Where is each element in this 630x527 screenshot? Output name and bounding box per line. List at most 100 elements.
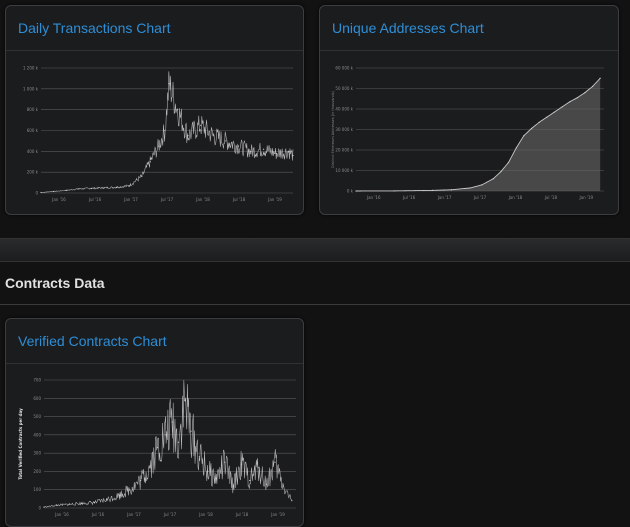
data-point xyxy=(530,127,533,130)
data-point xyxy=(131,487,133,489)
y-tick-label: 600 xyxy=(33,396,41,401)
verified-contracts-panel: Verified Contracts Chart 0 100 200 300 400 50… xyxy=(5,318,304,527)
data-point xyxy=(207,470,209,473)
data-point xyxy=(576,97,578,99)
data-point xyxy=(200,124,202,126)
series-line xyxy=(356,77,601,192)
data-point xyxy=(158,145,160,147)
y-tick-label: 300 xyxy=(33,451,41,456)
data-point xyxy=(148,467,150,469)
verified-contracts-header: Verified Contracts Chart xyxy=(6,319,303,364)
data-point xyxy=(53,190,55,193)
x-tick-label: Jan '16 xyxy=(54,512,69,517)
data-point xyxy=(481,184,483,186)
verified-contracts-chart[interactable]: 0 100 200 300 400 500 600 700 Jan '16 Jul '16 Jan … xyxy=(6,364,303,526)
data-point xyxy=(538,121,540,123)
x-tick-label: Jan '18 xyxy=(198,512,213,517)
x-tick-label: Jul '17 xyxy=(473,195,487,200)
data-point xyxy=(569,101,571,103)
data-point xyxy=(237,145,239,147)
x-tick-label: Jul '18 xyxy=(544,195,558,200)
data-point xyxy=(119,494,121,496)
daily-transactions-title[interactable]: Daily Transactions Chart xyxy=(18,20,171,36)
data-point xyxy=(176,109,179,111)
data-point xyxy=(393,190,395,192)
x-tick-label: Jan '16 xyxy=(366,195,381,200)
y-tick-label: 10 000 k xyxy=(335,168,353,173)
x-tick-label: Jan '19 xyxy=(270,512,285,517)
data-point xyxy=(469,187,472,189)
x-tick-label: Jan '19 xyxy=(267,197,282,202)
data-point xyxy=(190,430,192,432)
x-tick-label: Jan '18 xyxy=(508,195,523,200)
x-tick-label: Jul '17 xyxy=(163,512,177,517)
y-tick-label: 20 000 k xyxy=(335,148,353,153)
data-point xyxy=(68,503,70,505)
x-tick-label: Jan '17 xyxy=(126,512,141,517)
data-point xyxy=(249,479,251,482)
y-tick-label: 200 xyxy=(33,469,41,474)
y-tick-label: 400 k xyxy=(27,149,39,154)
contracts-section-header: Contracts Data xyxy=(0,261,630,305)
x-tick-label: Jul '17 xyxy=(160,197,174,202)
data-point xyxy=(546,116,548,118)
data-point xyxy=(591,85,594,88)
unique-addresses-chart[interactable]: 0 k 10 000 k 20 000 k 30 000 k 40 000 k 50 00… xyxy=(320,51,618,214)
data-point xyxy=(212,135,214,137)
data-point xyxy=(275,152,277,155)
section-title: Contracts Data xyxy=(5,274,105,291)
data-point xyxy=(263,148,265,150)
y-tick-label: 1 200 k xyxy=(23,66,39,71)
x-tick-label: Jul '18 xyxy=(232,197,246,202)
unique-addresses-header: Unique Addresses Chart xyxy=(320,6,618,51)
y-tick-label: 30 000 k xyxy=(335,127,353,132)
data-point xyxy=(599,77,601,79)
y-tick-label: 500 xyxy=(33,414,41,419)
y-axis-label: Total Verified Contracts per day xyxy=(18,408,23,480)
data-point xyxy=(198,456,200,458)
data-point xyxy=(156,447,158,449)
x-tick-label: Jul '18 xyxy=(235,512,249,517)
data-point xyxy=(106,499,108,501)
y-tick-label: 100 xyxy=(33,487,41,492)
verified-contracts-title[interactable]: Verified Contracts Chart xyxy=(18,333,167,349)
y-tick-label: 50 000 k xyxy=(335,86,353,91)
data-point xyxy=(215,478,217,480)
unique-addresses-title[interactable]: Unique Addresses Chart xyxy=(332,20,484,36)
data-point xyxy=(90,187,92,189)
data-point xyxy=(266,483,268,485)
data-point xyxy=(450,189,452,191)
data-point xyxy=(584,92,586,94)
daily-transactions-header: Daily Transactions Chart xyxy=(6,6,303,51)
data-point xyxy=(232,485,234,487)
data-point xyxy=(282,485,284,487)
y-tick-label: 400 xyxy=(33,432,41,437)
data-point xyxy=(116,186,118,188)
data-point xyxy=(103,187,105,189)
series-area xyxy=(356,78,601,191)
daily-transactions-chart[interactable]: 0 200 k 400 k 600 k 800 k 1 000 k 1 200 k Jan '… xyxy=(6,51,303,214)
y-axis-label: Distinct Ethereum Addresses (in thousand… xyxy=(331,90,335,168)
y-tick-label: 40 000 k xyxy=(335,107,353,112)
data-point xyxy=(431,189,433,191)
data-point xyxy=(141,175,143,177)
daily-transactions-panel: Daily Transactions Chart 0 200 k 400 k 600 … xyxy=(5,5,304,215)
y-tick-label: 1 000 k xyxy=(23,86,39,91)
x-tick-label: Jan '18 xyxy=(195,197,210,202)
data-point xyxy=(140,479,142,482)
data-point xyxy=(288,150,290,152)
y-tick-label: 800 k xyxy=(27,107,39,112)
data-point xyxy=(225,140,227,142)
y-tick-label: 200 k xyxy=(27,170,39,175)
section-divider-bar xyxy=(0,238,630,262)
x-tick-label: Jan '17 xyxy=(123,197,138,202)
data-point xyxy=(224,461,226,463)
data-point xyxy=(250,150,252,152)
data-point xyxy=(553,111,555,113)
data-point xyxy=(168,83,170,85)
data-point xyxy=(292,154,294,157)
data-point xyxy=(78,188,80,190)
x-tick-label: Jan '17 xyxy=(437,195,452,200)
data-point xyxy=(187,135,189,137)
data-point xyxy=(56,504,58,506)
